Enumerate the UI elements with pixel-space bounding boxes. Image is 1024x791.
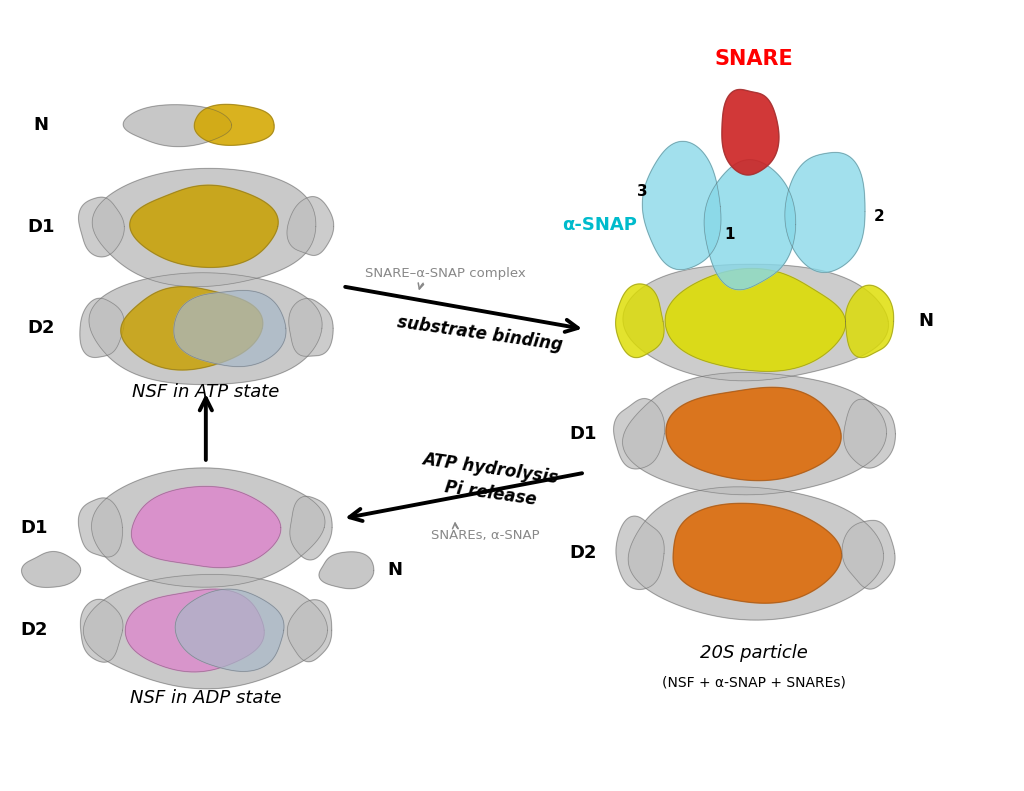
Polygon shape: [121, 286, 263, 370]
Text: SNARE–α-SNAP complex: SNARE–α-SNAP complex: [365, 267, 525, 280]
Polygon shape: [92, 168, 315, 286]
Text: NSF in ADP state: NSF in ADP state: [130, 689, 282, 707]
Polygon shape: [846, 286, 894, 358]
Polygon shape: [842, 520, 895, 589]
Text: ATP hydrolysis: ATP hydrolysis: [421, 450, 559, 487]
Polygon shape: [623, 373, 887, 495]
Polygon shape: [613, 399, 665, 469]
Text: SNAREs, α-SNAP: SNAREs, α-SNAP: [431, 529, 540, 542]
Text: (NSF + α-SNAP + SNAREs): (NSF + α-SNAP + SNAREs): [663, 676, 846, 690]
Text: 20S particle: 20S particle: [700, 644, 808, 662]
Polygon shape: [287, 197, 334, 255]
Polygon shape: [290, 496, 332, 560]
Polygon shape: [83, 574, 328, 689]
Polygon shape: [288, 600, 332, 662]
Polygon shape: [722, 89, 779, 175]
Polygon shape: [666, 268, 846, 372]
Text: SNARE: SNARE: [715, 49, 794, 69]
Polygon shape: [623, 264, 889, 380]
Text: D1: D1: [20, 519, 48, 536]
Text: 2: 2: [873, 209, 885, 224]
Text: 3: 3: [637, 184, 648, 199]
Polygon shape: [130, 185, 279, 267]
Text: N: N: [919, 312, 933, 331]
Text: substrate binding: substrate binding: [396, 312, 564, 354]
Text: α-SNAP: α-SNAP: [562, 216, 637, 233]
Polygon shape: [666, 388, 841, 481]
Text: D2: D2: [28, 320, 55, 337]
Polygon shape: [289, 298, 333, 356]
Polygon shape: [80, 298, 124, 358]
Polygon shape: [81, 600, 123, 662]
Polygon shape: [628, 486, 884, 620]
Text: NSF in ATP state: NSF in ATP state: [132, 383, 280, 401]
Polygon shape: [79, 197, 124, 257]
Polygon shape: [91, 468, 325, 587]
Text: D1: D1: [569, 425, 597, 443]
Text: D2: D2: [20, 621, 48, 639]
Text: N: N: [388, 562, 402, 579]
Text: N: N: [34, 116, 49, 134]
Polygon shape: [195, 104, 274, 146]
Text: 1: 1: [724, 227, 734, 242]
Polygon shape: [125, 589, 264, 672]
Polygon shape: [616, 517, 665, 589]
Polygon shape: [319, 552, 374, 589]
Polygon shape: [131, 486, 281, 568]
Polygon shape: [89, 273, 323, 384]
Polygon shape: [174, 290, 286, 366]
Polygon shape: [642, 142, 721, 270]
Polygon shape: [123, 104, 231, 146]
Polygon shape: [705, 160, 796, 290]
Text: D1: D1: [28, 218, 55, 236]
Polygon shape: [79, 498, 123, 557]
Text: Pi release: Pi release: [443, 479, 538, 509]
Polygon shape: [844, 399, 895, 468]
Polygon shape: [615, 284, 664, 358]
Polygon shape: [784, 153, 865, 272]
Polygon shape: [673, 503, 842, 604]
Polygon shape: [22, 551, 81, 588]
Text: D2: D2: [569, 544, 597, 562]
Polygon shape: [175, 589, 284, 672]
